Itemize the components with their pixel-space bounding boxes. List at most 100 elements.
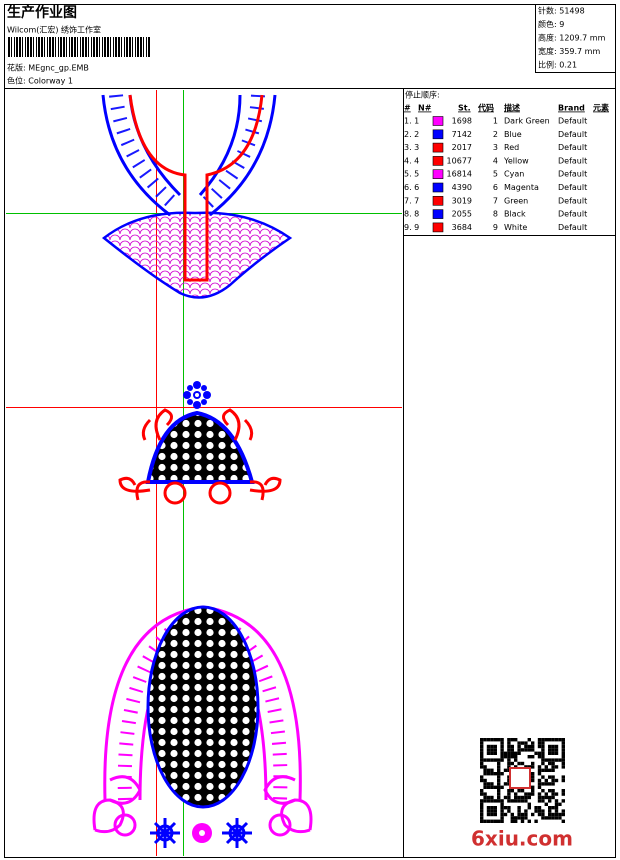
qr-cell	[544, 768, 548, 772]
brand: Default	[558, 130, 587, 139]
qr-cell	[497, 792, 501, 796]
bar	[80, 37, 81, 57]
qr-cell	[554, 816, 559, 820]
qr-cell	[551, 748, 555, 752]
qr-cell	[561, 778, 565, 783]
code: 6	[493, 183, 498, 192]
qr-cell	[483, 738, 487, 742]
qr-cell	[483, 792, 487, 796]
qr-cell	[531, 744, 535, 749]
bar	[41, 37, 43, 57]
qr-cell	[561, 741, 565, 745]
brand: Default	[558, 183, 587, 192]
column-header: 描述	[504, 103, 520, 113]
qr-cell	[537, 799, 542, 803]
bar	[58, 37, 59, 57]
qr-cell	[507, 795, 511, 800]
stitches: 4390	[452, 183, 472, 192]
bar	[118, 37, 120, 57]
qr-cell	[493, 812, 497, 817]
brand: Default	[558, 223, 587, 232]
qr-cell	[493, 785, 497, 789]
bar	[115, 37, 117, 57]
qr-cell	[544, 782, 548, 786]
qr-cell	[497, 772, 501, 776]
qr-cell	[520, 748, 525, 752]
qr-cell	[558, 758, 562, 762]
qr-cell	[561, 738, 565, 742]
color-swatch	[432, 116, 444, 126]
qr-cell	[483, 778, 487, 783]
bar	[124, 37, 125, 57]
qr-cell	[537, 809, 542, 813]
qr-cell	[524, 809, 528, 813]
qr-cell	[537, 785, 542, 789]
qr-cell	[548, 799, 552, 803]
qr-cell	[514, 792, 518, 796]
qr-cell	[561, 812, 565, 817]
qr-cell	[480, 748, 484, 752]
qr-cell	[486, 819, 491, 823]
qr-cell	[524, 748, 528, 752]
qr-cell	[520, 799, 525, 803]
qr-cell	[507, 738, 511, 742]
qr-cell	[507, 744, 511, 749]
qr-cell	[490, 772, 494, 776]
qr-cell	[524, 744, 528, 749]
bar	[11, 37, 12, 57]
qr-cell	[531, 748, 535, 752]
qr-cell	[514, 765, 518, 769]
bar	[99, 37, 100, 57]
code: 2	[493, 130, 498, 139]
qr-cell	[551, 806, 555, 810]
qr-cell	[503, 782, 508, 786]
qr-cell	[541, 748, 545, 752]
bar	[69, 37, 70, 57]
qr-cell	[541, 782, 545, 786]
qr-cell	[537, 744, 542, 749]
bar	[129, 37, 131, 57]
qr-cell	[486, 785, 491, 789]
qr-cell	[510, 738, 514, 742]
qr-cell	[551, 768, 555, 772]
qr-cell	[493, 809, 497, 813]
stitches: 1698	[452, 117, 472, 126]
qr-cell	[561, 799, 565, 803]
qr-cell	[520, 761, 525, 766]
brand: Default	[558, 156, 587, 165]
qr-cell	[534, 806, 538, 810]
qr-cell	[527, 806, 531, 810]
bar	[135, 37, 136, 57]
row-index: 7. 7	[404, 196, 419, 205]
bar	[52, 37, 54, 57]
qr-cell	[507, 778, 511, 783]
qr-cell	[551, 778, 555, 783]
qr-stamp	[509, 767, 531, 789]
qr-cell	[483, 799, 487, 803]
qr-cell	[480, 789, 484, 793]
qr-cell	[503, 795, 508, 800]
qr-cell	[531, 812, 535, 817]
bar	[66, 37, 67, 57]
qr-cell	[500, 751, 504, 755]
bar	[8, 37, 10, 57]
qr-cell	[486, 812, 491, 817]
qr-cell	[480, 792, 484, 796]
qr-cell	[497, 758, 501, 762]
qr-cell	[517, 748, 521, 752]
bar	[140, 37, 142, 57]
qr-cell	[524, 792, 528, 796]
qr-cell	[541, 789, 545, 793]
brand: Default	[558, 196, 587, 205]
qr-cell	[537, 751, 542, 755]
qr-cell	[524, 812, 528, 817]
qr-cell	[561, 748, 565, 752]
bar	[47, 37, 48, 57]
bar	[22, 37, 23, 57]
bar	[91, 37, 92, 57]
qr-cell	[507, 775, 511, 779]
qr-cell	[500, 738, 504, 742]
code: 8	[493, 210, 498, 219]
qr-cell	[486, 748, 491, 752]
